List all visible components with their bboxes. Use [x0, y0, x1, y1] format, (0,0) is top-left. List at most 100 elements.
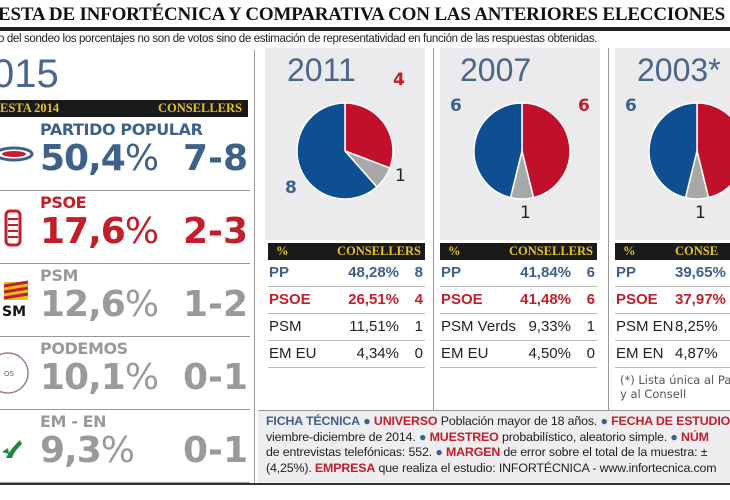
- row-party: PSOE: [441, 291, 483, 308]
- header-consellers: CONSELLERS: [508, 244, 593, 258]
- ficha-text: Población mayor de 18 años.: [437, 414, 601, 428]
- podemos-logo-icon: OS: [0, 352, 29, 394]
- pie-value-label: 1: [395, 166, 406, 186]
- table-row: EM EN 4,87%: [615, 341, 730, 368]
- row-seats: 8: [414, 264, 423, 281]
- party-percent: 9,3%: [40, 430, 135, 471]
- row-percent: 11,51%: [349, 318, 399, 335]
- header-consellers: CONSE: [675, 244, 719, 258]
- survey-header-bar: ESTA 2014 CONSELLERS: [0, 100, 248, 117]
- pie-panel-2007: 2007 6 1 6: [440, 48, 600, 240]
- bullet-icon: ●: [600, 414, 608, 428]
- pie-slice-psoe: [344, 102, 394, 169]
- pie-value-label: 1: [695, 203, 706, 223]
- percent-sign: %: [124, 357, 159, 398]
- ficha-key: UNIVERSO: [373, 414, 438, 428]
- party-seats: 1-2: [182, 284, 248, 325]
- row-party: PSM Verds: [441, 318, 517, 335]
- row-seats: 6: [586, 291, 595, 308]
- row-percent: 4,87%: [675, 345, 718, 362]
- pie-chart: [296, 102, 394, 200]
- percent-value: 12,6: [40, 284, 126, 325]
- chart-title: 2011: [287, 52, 356, 88]
- ficha-key: NÚM: [681, 429, 709, 444]
- psoe-logo-icon: [4, 209, 22, 247]
- ficha-text: de entrevistas telefónicas: 552.: [266, 445, 436, 459]
- pie-chart: [473, 102, 571, 200]
- party-row: PARTIDO POPULAR 50,4% 7-8: [0, 118, 250, 191]
- svg-text:SM: SM: [2, 304, 26, 320]
- ficha-key: EMPRESA: [314, 460, 376, 475]
- row-party: PP: [269, 264, 290, 281]
- row-party: EM EU: [441, 345, 489, 362]
- pie-slice-psoe: [696, 102, 730, 199]
- em-logo-icon: [2, 440, 22, 458]
- bottom-rule: [0, 483, 730, 485]
- header-consellers: CONSELLERS: [336, 244, 421, 258]
- pie-slice-psoe: [521, 102, 571, 199]
- row-percent: 8,25%: [675, 318, 718, 335]
- percent-sign: %: [124, 138, 159, 179]
- chart-title: 2007: [460, 52, 532, 88]
- party-name: EM - EN: [40, 412, 107, 431]
- survey-label: ESTA 2014: [0, 101, 60, 115]
- row-seats: 0: [586, 345, 595, 362]
- table-row: PSOE 26,51% 4: [268, 287, 425, 314]
- ficha-key: MUESTREO: [429, 429, 499, 444]
- title-rule: [0, 27, 730, 31]
- table-row: PP 41,84% 6: [440, 260, 597, 287]
- party-name: PSOE: [40, 193, 87, 212]
- table-row: PP 48,28% 8: [268, 260, 425, 287]
- ficha-key: MARGEN: [445, 445, 501, 459]
- row-party: PSOE: [269, 291, 311, 308]
- technical-sheet: FICHA TÉCNICA ● UNIVERSO Población mayor…: [258, 410, 730, 483]
- table-header: % CONSELLERS: [268, 243, 425, 260]
- row-party: PSOE: [616, 291, 658, 308]
- ficha-text: de error sobre el total de la muestra: ±: [500, 445, 708, 459]
- ficha-text: probabilístico, aleatorio simple.: [498, 429, 671, 444]
- divider: [433, 48, 434, 410]
- percent-value: 50,4: [40, 138, 126, 179]
- party-percent: 12,6%: [40, 284, 159, 325]
- bullet-icon: ●: [435, 445, 443, 459]
- svg-text:OS: OS: [4, 370, 15, 378]
- row-party: EM EN: [616, 345, 664, 362]
- ficha-text: viembre-diciembre de 2014.: [266, 429, 419, 444]
- percent-value: 17,6: [40, 211, 126, 252]
- subtitle: o del sondeo los porcentajes no son de v…: [0, 33, 598, 45]
- party-seats: 7-8: [182, 138, 248, 179]
- row-percent: 39,65%: [675, 264, 726, 281]
- divider: [254, 50, 255, 483]
- pp-logo-icon: [0, 146, 34, 162]
- psm-logo-icon: SM: [2, 280, 29, 320]
- row-party: EM EU: [269, 345, 317, 362]
- party-name: PARTIDO POPULAR: [40, 120, 203, 139]
- party-percent: 50,4%: [40, 138, 159, 179]
- ficha-key: FECHA DE ESTUDIO: [611, 414, 730, 428]
- row-percent: 9,33%: [528, 318, 571, 335]
- table-row: PSOE 41,48% 6: [440, 287, 597, 314]
- row-percent: 41,48%: [520, 291, 571, 308]
- table-row: EM EU 4,34% 0: [268, 341, 425, 368]
- pie-slice-pp: [473, 102, 523, 199]
- party-seats: 2-3: [182, 211, 248, 252]
- row-percent: 48,28%: [348, 264, 399, 281]
- table-row: EM EU 4,50% 0: [440, 341, 597, 368]
- pie-value-label: 6: [578, 96, 590, 116]
- bullet-icon: ●: [670, 429, 678, 444]
- party-row: PSOE 17,6% 2-3: [0, 191, 250, 264]
- table-header: % CONSELLERS: [440, 243, 597, 260]
- ficha-title: FICHA TÉCNICA: [266, 414, 360, 428]
- table-row: PSM Verds 9,33% 1: [440, 314, 597, 341]
- row-seats: 1: [414, 318, 423, 335]
- footnote-line: y al Consell: [620, 387, 687, 401]
- row-percent: 4,34%: [356, 345, 399, 362]
- party-name: PODEMOS: [40, 339, 128, 358]
- row-percent: 41,84%: [520, 264, 571, 281]
- consellers-label: CONSELLERS: [157, 101, 242, 115]
- page-title: ESTA DE INFORTÉCNICA Y COMPARATIVA CON L…: [0, 4, 725, 25]
- results-table: % CONSELLERS PP 41,84% 6 PSOE 41,48% 6 PSM Verds…: [440, 243, 597, 368]
- pie-panel-2003*: 2003*616: [615, 48, 730, 240]
- party-row: OS PODEMOS 10,1% 0-1: [0, 337, 250, 410]
- footnote: (*) Lista única al Parl y al Consell: [620, 373, 730, 401]
